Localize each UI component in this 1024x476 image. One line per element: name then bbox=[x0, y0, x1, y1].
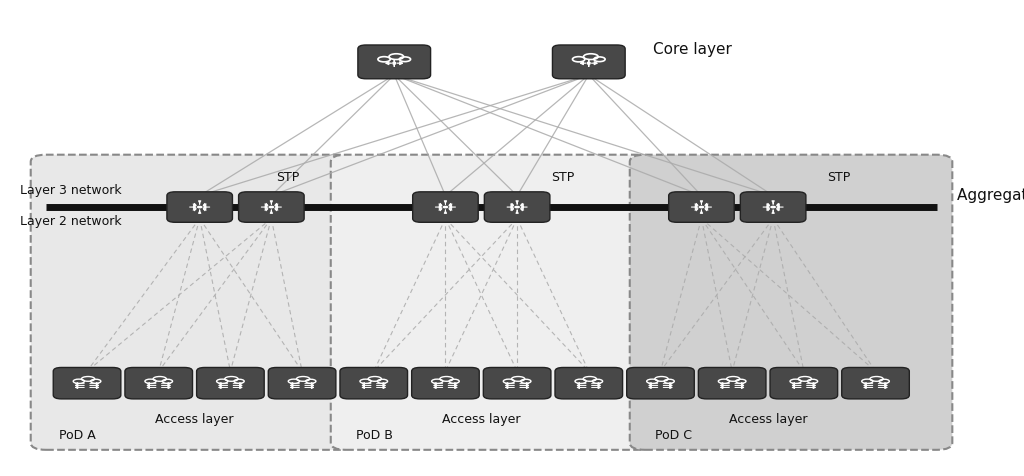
FancyBboxPatch shape bbox=[740, 192, 806, 222]
FancyBboxPatch shape bbox=[842, 367, 909, 399]
FancyBboxPatch shape bbox=[53, 367, 121, 399]
Text: Core layer: Core layer bbox=[653, 42, 732, 58]
Text: Access layer: Access layer bbox=[729, 413, 807, 426]
Text: Aggregation layer: Aggregation layer bbox=[957, 188, 1024, 203]
Text: Access layer: Access layer bbox=[442, 413, 520, 426]
FancyBboxPatch shape bbox=[630, 155, 952, 450]
Text: Layer 2 network: Layer 2 network bbox=[20, 215, 122, 228]
FancyBboxPatch shape bbox=[483, 367, 551, 399]
FancyBboxPatch shape bbox=[197, 367, 264, 399]
Ellipse shape bbox=[197, 206, 203, 208]
FancyBboxPatch shape bbox=[340, 367, 408, 399]
FancyBboxPatch shape bbox=[627, 367, 694, 399]
Text: PoD C: PoD C bbox=[655, 429, 692, 442]
Text: PoD B: PoD B bbox=[356, 429, 393, 442]
FancyBboxPatch shape bbox=[331, 155, 652, 450]
FancyBboxPatch shape bbox=[358, 45, 430, 79]
FancyBboxPatch shape bbox=[413, 192, 478, 222]
FancyBboxPatch shape bbox=[698, 367, 766, 399]
FancyBboxPatch shape bbox=[31, 155, 353, 450]
FancyBboxPatch shape bbox=[669, 192, 734, 222]
FancyBboxPatch shape bbox=[125, 367, 193, 399]
FancyBboxPatch shape bbox=[412, 367, 479, 399]
Text: STP: STP bbox=[827, 171, 851, 184]
Text: Access layer: Access layer bbox=[156, 413, 233, 426]
FancyBboxPatch shape bbox=[555, 367, 623, 399]
FancyBboxPatch shape bbox=[268, 367, 336, 399]
FancyBboxPatch shape bbox=[484, 192, 550, 222]
Ellipse shape bbox=[698, 206, 705, 208]
FancyBboxPatch shape bbox=[167, 192, 232, 222]
FancyBboxPatch shape bbox=[553, 45, 625, 79]
Text: STP: STP bbox=[276, 171, 300, 184]
FancyBboxPatch shape bbox=[239, 192, 304, 222]
Text: STP: STP bbox=[551, 171, 574, 184]
Text: Layer 3 network: Layer 3 network bbox=[20, 184, 122, 197]
Ellipse shape bbox=[514, 206, 520, 208]
Ellipse shape bbox=[268, 206, 274, 208]
FancyBboxPatch shape bbox=[770, 367, 838, 399]
Ellipse shape bbox=[442, 206, 449, 208]
Text: PoD A: PoD A bbox=[59, 429, 96, 442]
Ellipse shape bbox=[770, 206, 776, 208]
